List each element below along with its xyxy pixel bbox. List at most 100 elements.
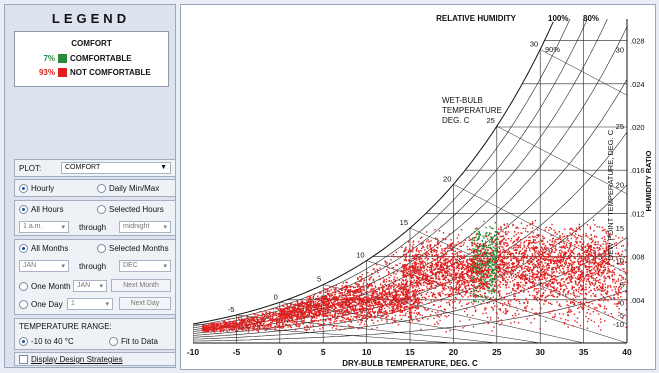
daily-radio[interactable]: Daily Min/Max [97, 184, 159, 193]
data-point [536, 313, 538, 315]
data-point [503, 254, 505, 256]
data-point [333, 304, 336, 306]
data-point [573, 274, 575, 276]
data-point [416, 282, 418, 284]
data-point [570, 251, 572, 253]
data-point [358, 297, 360, 299]
data-point [344, 300, 346, 303]
data-point [364, 279, 366, 281]
data-point [449, 245, 451, 248]
data-point [410, 316, 412, 318]
data-point [560, 285, 562, 288]
data-point [560, 252, 562, 255]
data-point [417, 304, 419, 306]
data-point [308, 328, 310, 330]
hour-from-select[interactable]: 1 a.m. ▾ [19, 221, 69, 233]
data-point [614, 282, 617, 284]
data-point [312, 302, 315, 304]
data-point [618, 311, 620, 314]
one-day-select[interactable]: 1 ▾ [67, 298, 113, 310]
data-point [296, 303, 299, 305]
data-point [414, 301, 416, 303]
selected-hours-radio[interactable]: Selected Hours [97, 205, 164, 214]
data-point [253, 326, 256, 328]
data-point [420, 299, 423, 301]
data-point [493, 285, 496, 287]
one-day-radio[interactable]: One Day [19, 300, 63, 309]
data-point [577, 291, 580, 293]
legend-swatch-comfortable [58, 54, 67, 63]
data-point [540, 307, 542, 309]
data-point [496, 246, 499, 249]
data-point [468, 274, 470, 277]
data-point [388, 284, 391, 287]
data-point [387, 305, 389, 308]
data-point [576, 317, 579, 319]
data-point [406, 269, 409, 271]
data-point [616, 303, 618, 305]
one-month-radio[interactable]: One Month [19, 282, 71, 291]
data-point [551, 281, 554, 283]
range-fit-radio[interactable]: Fit to Data [109, 337, 158, 346]
data-point [489, 297, 492, 299]
data-point [253, 318, 255, 320]
next-month-button[interactable]: Next Month [111, 279, 171, 292]
data-point [286, 321, 289, 323]
data-point [293, 321, 296, 323]
data-point [494, 267, 496, 269]
data-point [612, 256, 614, 258]
data-point [363, 300, 365, 303]
data-point [444, 275, 446, 277]
month-to-select[interactable]: DEC ▾ [119, 260, 171, 272]
data-point [430, 262, 432, 264]
data-point [274, 328, 276, 330]
data-point [372, 294, 374, 296]
data-point [549, 285, 551, 287]
data-point [318, 306, 320, 308]
data-point [403, 274, 405, 276]
hour-to-select[interactable]: midnight ▾ [119, 221, 171, 233]
data-point [485, 285, 488, 288]
data-point [472, 326, 475, 328]
data-point [313, 316, 315, 318]
data-point [290, 310, 293, 312]
range-default-radio[interactable]: -10 to 40 °C [19, 337, 74, 346]
data-point [354, 294, 356, 297]
data-point [424, 308, 426, 311]
data-point [237, 323, 240, 326]
data-point [378, 289, 380, 291]
data-point [518, 313, 520, 315]
data-point [483, 244, 485, 246]
data-point [358, 300, 360, 302]
all-months-radio[interactable]: All Months [19, 244, 68, 253]
data-point [359, 280, 361, 283]
data-point [306, 304, 308, 307]
data-point [236, 330, 239, 332]
all-hours-radio[interactable]: All Hours [19, 205, 63, 214]
data-point [487, 234, 490, 237]
data-point [418, 280, 421, 282]
data-point [563, 265, 565, 268]
plot-select[interactable]: COMFORT ▼ [61, 162, 171, 174]
data-point [336, 310, 338, 313]
data-point [549, 291, 552, 293]
one-month-select[interactable]: JAN ▾ [73, 280, 107, 292]
data-point [312, 316, 314, 318]
month-from-select[interactable]: JAN ▾ [19, 260, 69, 272]
data-point [210, 328, 212, 330]
data-point [325, 315, 328, 317]
data-point [263, 322, 265, 324]
data-point [494, 258, 496, 261]
data-point [477, 245, 479, 248]
display-strategies-checkbox[interactable]: Display Design Strategies [19, 355, 123, 364]
data-point [356, 294, 358, 297]
hourly-radio[interactable]: Hourly [19, 184, 54, 193]
data-point [396, 270, 399, 273]
data-point [485, 246, 488, 249]
data-point [498, 256, 500, 258]
data-point [364, 317, 367, 319]
data-point [594, 278, 596, 280]
data-point [334, 307, 337, 309]
next-day-button[interactable]: Next Day [119, 297, 171, 310]
selected-months-radio[interactable]: Selected Months [97, 244, 169, 253]
